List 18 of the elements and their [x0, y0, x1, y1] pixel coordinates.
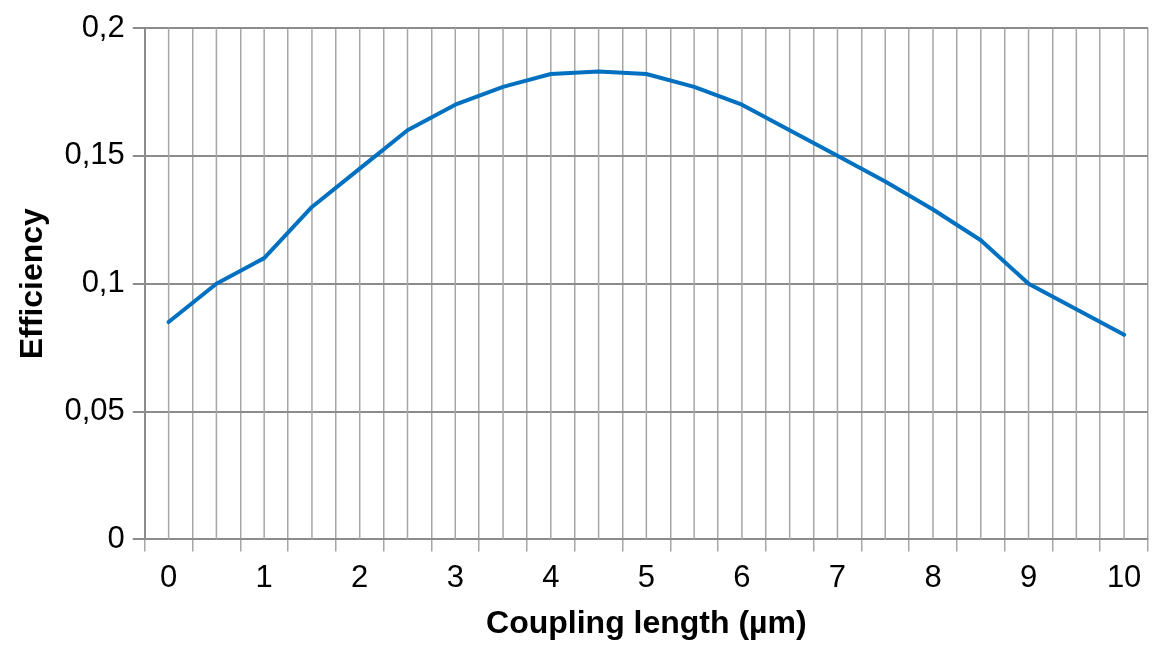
x-tick-label: 0	[160, 558, 178, 594]
y-tick-label: 0,05	[64, 392, 125, 428]
y-axis-title: Efficiency	[13, 207, 50, 360]
y-tick-label: 0,1	[81, 264, 125, 300]
x-axis-title: Coupling length (µm)	[486, 603, 807, 640]
x-tick-label: 2	[351, 558, 369, 594]
x-tick-label: 7	[828, 558, 847, 594]
x-tick-label: 8	[924, 558, 942, 594]
x-tick-label: 3	[446, 558, 464, 594]
x-tick-label: 9	[1019, 558, 1038, 594]
x-tick-label: 5	[637, 558, 655, 594]
x-tick-label: 10	[1106, 558, 1142, 594]
x-tick-label: 6	[733, 558, 751, 594]
y-tick-label: 0	[107, 519, 125, 555]
x-tick-label: 1	[255, 558, 273, 594]
y-tick-label: 0,2	[81, 8, 125, 44]
x-tick-label: 4	[542, 558, 560, 594]
y-tick-label: 0,15	[64, 136, 125, 172]
